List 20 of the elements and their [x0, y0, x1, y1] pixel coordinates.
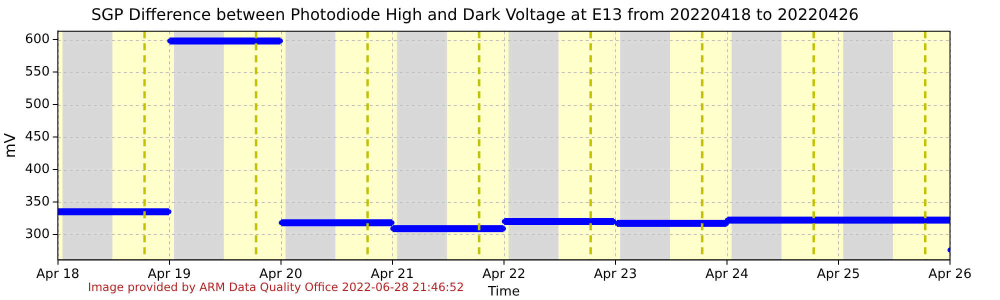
y-tick-label: 550: [24, 64, 50, 80]
x-axis-title: Time: [486, 284, 520, 300]
y-tick-label: 450: [24, 129, 50, 144]
x-tick-label: Apr 24: [705, 266, 749, 282]
y-tick-label: 500: [24, 96, 50, 112]
x-tick-label: Apr 26: [928, 266, 972, 282]
text: Image provided by ARM Data Quality Office 2022-06-28 21:46:52: [88, 280, 464, 294]
x-tick-label: Apr 25: [816, 266, 860, 282]
x-tick-label: Apr 21: [370, 266, 414, 282]
chart-title: SGP Difference between Photodiode High and Dark Voltage at E13 from 20220418 to 20220426: [91, 4, 859, 24]
y-tick-label: 350: [24, 194, 50, 210]
y-tick-label: 400: [24, 162, 50, 177]
y-tick-label: 300: [24, 226, 50, 242]
x-tick-label: Apr 18: [36, 266, 80, 282]
x-tick-label: Apr 22: [482, 266, 526, 282]
y-axis-title: mV: [0, 132, 19, 158]
x-tick-label: Apr 23: [594, 266, 638, 282]
y-tick-label: 600: [24, 32, 50, 48]
x-tick-label: Apr 19: [148, 266, 191, 282]
x-tick-label: Apr 20: [259, 266, 302, 282]
